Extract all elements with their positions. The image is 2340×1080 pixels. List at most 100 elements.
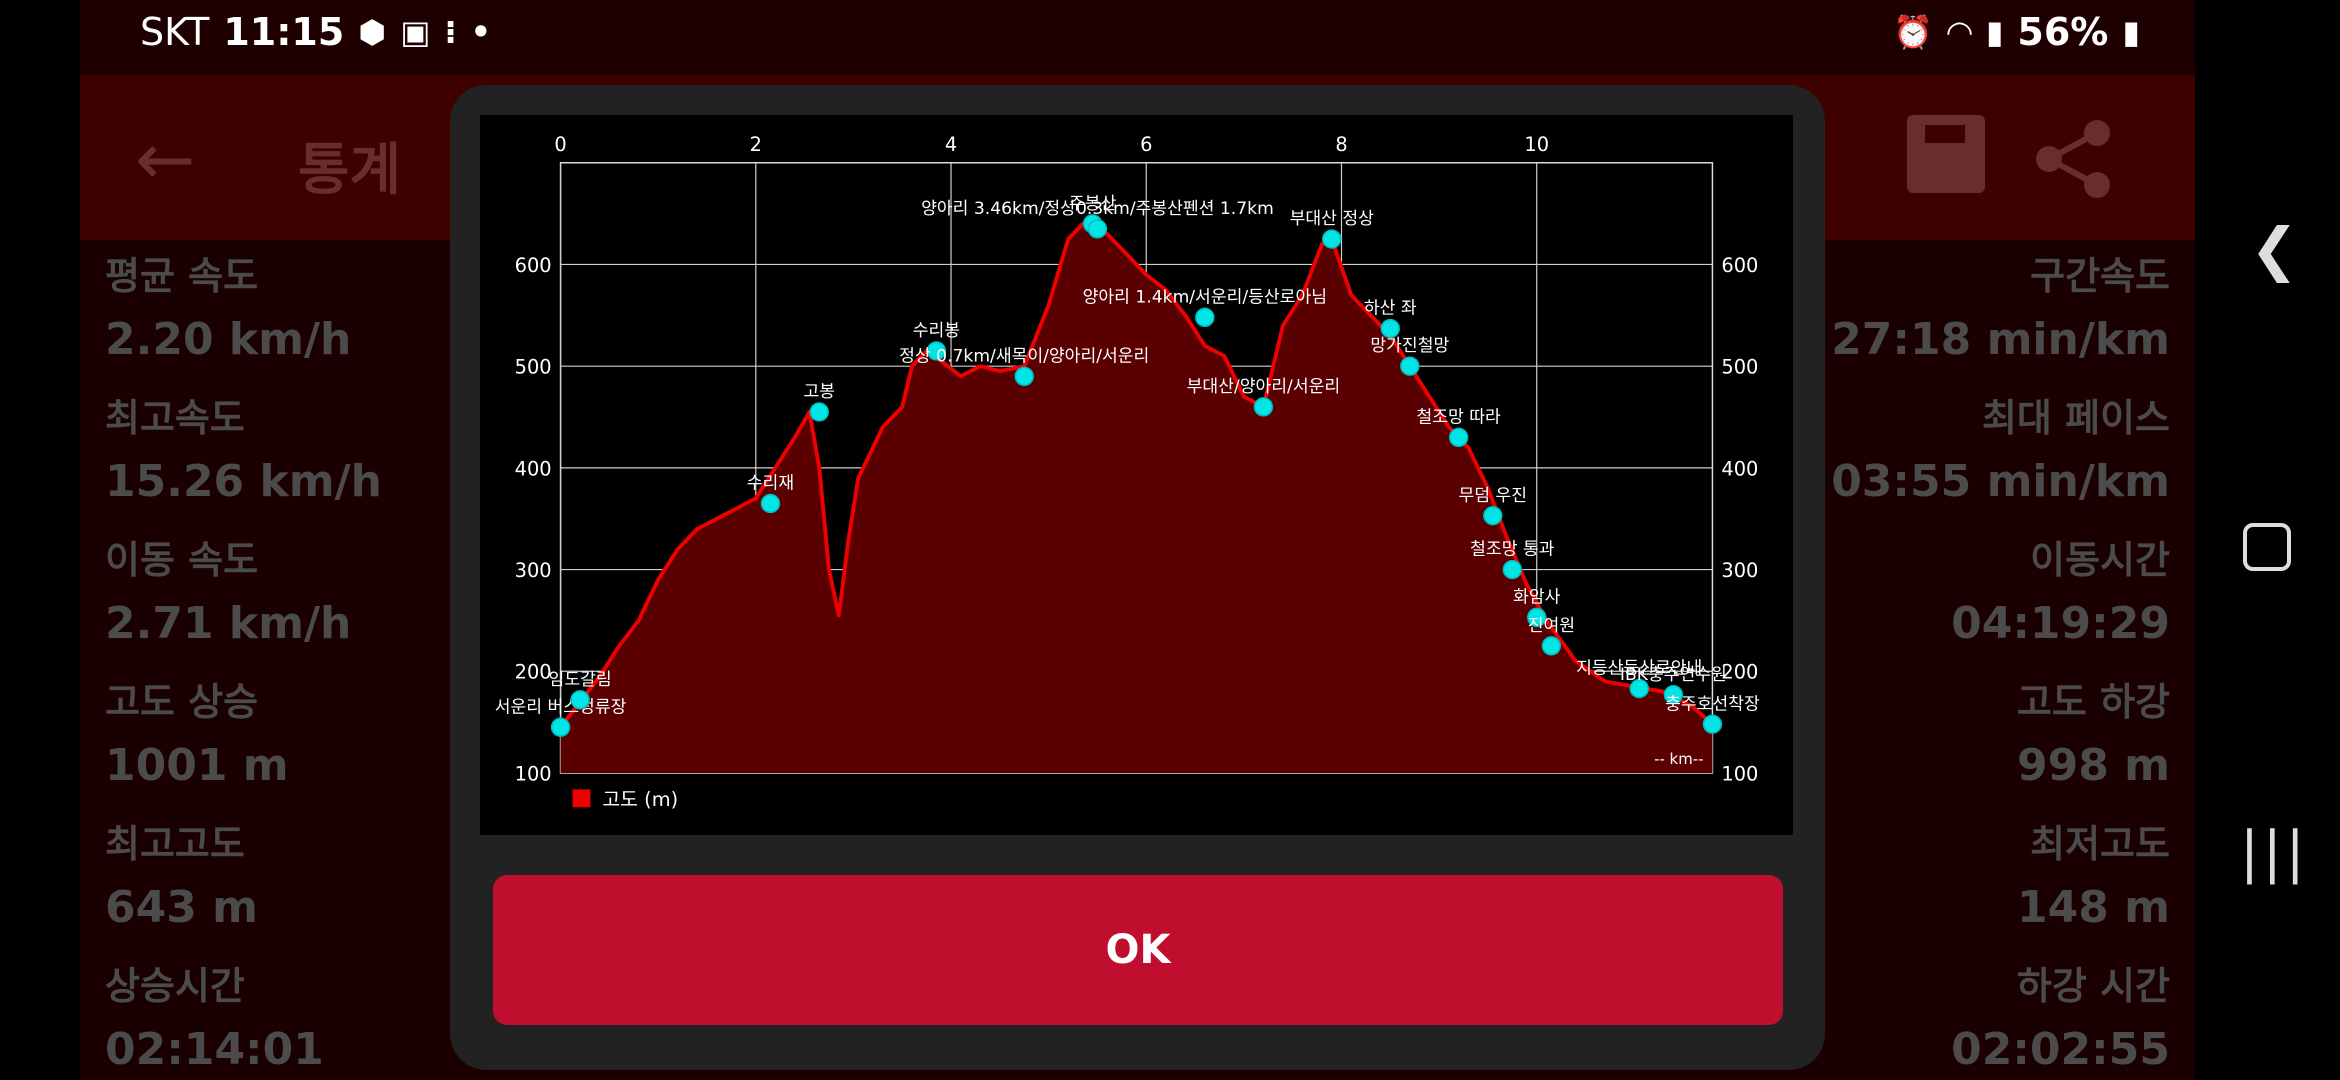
stat-min-elevation: 최저고도 148 m [2017,813,2170,933]
stat-label: 고도 하강 [2016,680,2170,724]
stat-label: 구간속도 [2030,254,2170,298]
stat-segment-pace: 구간속도 27:18 min/km [1831,245,2170,365]
waypoint-label: 양아리 3.46km/정상0.3km/주봉산펜션 1.7km [921,199,1274,219]
stat-label: 이동시간 [2030,538,2170,582]
chart-plot-group: 100 100 200 200 300 300 400 400 500 500 600 600 0 2 4 6… [495,133,1760,811]
stat-elevation-gain: 고도 상승 1001 m [105,671,289,791]
legend-label: 고도 (m) [602,788,678,811]
waypoint-label: 지등산등산로안내 [1576,659,1702,679]
stat-value: 148 m [2016,882,2170,933]
waypoint-marker [550,717,571,737]
waypoint-label: 임도갈림 [549,670,612,690]
stat-elevation-loss: 고도 하강 998 m [2017,671,2170,791]
y-tick-label-left: 400 [515,457,552,480]
waypoint-label: 진여원 [1528,616,1575,636]
stat-label: 최고고도 [105,822,245,866]
status-bar: SKT 11:15 ⬢ ▣ ⁝ • ⏰ ◠ ▮ 56% ▮ [80,0,2195,75]
stat-label: 최저고도 [2030,822,2170,866]
waypoint-label: 서운리 버스정류장 [495,697,627,717]
wifi-icon: ◠ [1947,13,1972,51]
waypoint-marker [1502,559,1523,580]
stat-value: 27:18 min/km [1831,314,2170,365]
waypoint-label: 하산 좌 [1364,299,1417,319]
x-tick-label: 0 [554,133,566,156]
stat-max-speed: 최고속도 15.26 km/h [105,387,382,507]
waypoint-label: 부대산 정상 [1290,209,1375,229]
x-tick-label: 2 [750,133,762,156]
elevation-area [560,223,1713,773]
stat-avg-speed: 평균 속도 2.20 km/h [105,245,351,365]
system-nav-bar: ❮ ||| [2195,0,2340,1080]
stat-value: 643 m [105,882,259,933]
waypoint-label: 충주호선착장 [1665,694,1760,714]
waypoint-marker [1527,607,1547,628]
x-tick-label: 10 [1524,133,1549,156]
waypoint-label: IBK충주연수원 [1620,665,1727,685]
legend-swatch [572,789,591,808]
y-tick-label-right: 200 [1721,661,1758,684]
stat-value: 2.71 km/h [105,598,352,649]
y-tick-label-right: 600 [1721,254,1758,277]
stat-value: 1001 m [105,740,289,791]
stat-value: 04:19:29 [1951,598,2170,649]
share-icon[interactable] [2031,117,2115,201]
stat-label: 평균 속도 [105,254,259,298]
waypoint-label: 부대산/양아리/서운리 [1187,377,1340,397]
waypoint-label: 철조망 따라 [1416,407,1501,427]
image-icon: ▣ [400,13,431,51]
waypoint-label: 철조망 통과 [1470,540,1555,560]
waypoint-marker [1448,427,1469,448]
y-tick-label-right: 400 [1721,457,1758,480]
alarm-icon: ⏰ [1893,13,1934,51]
waypoint-marker [1253,397,1274,417]
waypoint-marker [926,341,947,361]
waypoint-marker [1322,229,1342,249]
elevation-chart: 100 100 200 200 300 300 400 400 500 500 600 600 0 2 4 6… [480,115,1793,835]
stat-ascent-time: 상승시간 02:14:01 [105,955,324,1075]
elevation-chart-svg: 100 100 200 200 300 300 400 400 500 500 600 600 0 2 4 6… [495,133,1760,811]
y-tick-label-left: 600 [515,254,552,277]
stat-label: 고도 상승 [105,680,259,724]
nav-back-icon[interactable]: ❮ [2250,215,2299,283]
page-title: 통계 [298,138,402,203]
stat-value: 02:02:55 [1951,1024,2170,1075]
stat-label: 하강 시간 [2016,964,2170,1008]
waypoint-label: 양아리 1.4km/서운리/등산로아님 [1083,287,1327,307]
stat-value: 02:14:01 [105,1024,324,1075]
x-tick-label: 8 [1335,133,1347,156]
stat-max-elevation: 최고고도 643 m [105,813,258,933]
y-tick-label-left: 300 [515,559,552,582]
save-icon[interactable] [1907,115,1985,193]
back-arrow-icon[interactable]: ← [135,117,196,201]
waypoint-marker [1483,505,1503,526]
waypoint-label: 수리봉 [913,321,960,341]
stat-label: 이동 속도 [105,538,259,582]
app-icon: ⬢ [358,13,387,51]
waypoint-marker [1014,366,1034,387]
waypoint-label: 망가진철망 [1370,336,1449,356]
waypoint-marker [1087,219,1108,239]
stat-value: 998 m [2016,740,2170,791]
waypoint-label: 주봉산 [1069,194,1117,214]
stat-label: 최고속도 [105,396,245,440]
waypoint-marker [1702,714,1723,734]
stat-label: 최대 페이스 [1981,396,2170,440]
waypoint-marker [760,493,781,514]
waypoint-marker [1380,318,1400,339]
waypoint-marker [1541,636,1562,656]
waypoint-marker [1629,678,1649,699]
nav-recents-icon[interactable]: ||| [2240,820,2309,885]
signal-icon: ▮ [1985,13,2004,51]
battery-icon: ▮ [2122,13,2140,51]
ok-button[interactable]: OK [493,875,1783,1025]
nav-home-icon[interactable] [2243,523,2291,571]
stat-label: 상승시간 [105,964,245,1008]
waypoint-label: 화암사 [1513,587,1561,607]
waypoint-marker [809,402,829,422]
waypoint-label: 정상 0.7km/새목이/양아리/서운리 [899,346,1149,366]
waypoint-marker [570,690,590,710]
x-unit-label: -- km-- [1654,750,1703,768]
y-tick-label-left: 100 [515,762,552,785]
clock: 11:15 [223,10,345,54]
x-tick-label: 6 [1140,133,1152,156]
